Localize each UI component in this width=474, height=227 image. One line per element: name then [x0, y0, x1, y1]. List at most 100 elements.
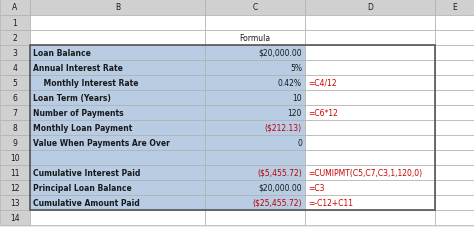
- Bar: [305, 121, 435, 135]
- Bar: [305, 165, 435, 180]
- Bar: [305, 31, 435, 46]
- Bar: [0, 210, 30, 225]
- Bar: [205, 91, 305, 106]
- Text: =C3: =C3: [308, 183, 325, 192]
- Text: B: B: [115, 3, 120, 12]
- Text: ($212.13): ($212.13): [265, 123, 302, 132]
- Bar: [205, 210, 305, 225]
- Text: $20,000.00: $20,000.00: [258, 49, 302, 58]
- Bar: [305, 0, 435, 16]
- Bar: [305, 61, 435, 76]
- Bar: [305, 46, 435, 61]
- Bar: [30, 31, 205, 46]
- Bar: [0, 91, 30, 106]
- Bar: [30, 150, 205, 165]
- Bar: [205, 61, 305, 76]
- Text: $20,000.00: $20,000.00: [258, 183, 302, 192]
- Text: 10: 10: [10, 153, 20, 162]
- Text: ($25,455.72): ($25,455.72): [253, 198, 302, 207]
- Bar: [30, 46, 435, 210]
- Bar: [435, 91, 474, 106]
- Bar: [435, 165, 474, 180]
- Bar: [205, 150, 305, 165]
- Bar: [435, 135, 474, 150]
- Bar: [205, 46, 305, 61]
- Bar: [30, 195, 205, 210]
- Text: 8: 8: [13, 123, 18, 132]
- Bar: [30, 180, 205, 195]
- Bar: [0, 76, 30, 91]
- Bar: [0, 195, 30, 210]
- Bar: [205, 195, 305, 210]
- Text: 0.42%: 0.42%: [278, 79, 302, 88]
- Text: 9: 9: [13, 138, 18, 147]
- Bar: [435, 150, 474, 165]
- Text: Formula: Formula: [239, 34, 271, 43]
- Bar: [30, 61, 205, 76]
- Text: 4: 4: [13, 64, 18, 73]
- Text: =-C12+C11: =-C12+C11: [308, 198, 353, 207]
- Bar: [205, 180, 305, 195]
- Bar: [30, 46, 205, 61]
- Bar: [205, 31, 305, 46]
- Bar: [435, 180, 474, 195]
- Bar: [0, 0, 30, 16]
- Bar: [305, 180, 435, 195]
- Bar: [435, 106, 474, 121]
- Bar: [0, 106, 30, 121]
- Bar: [305, 195, 435, 210]
- Text: E: E: [452, 3, 457, 12]
- Bar: [435, 210, 474, 225]
- Text: Monthly Loan Payment: Monthly Loan Payment: [33, 123, 132, 132]
- Bar: [0, 61, 30, 76]
- Bar: [0, 31, 30, 46]
- Bar: [435, 76, 474, 91]
- Text: 1: 1: [13, 19, 18, 28]
- Bar: [0, 46, 30, 61]
- Text: 6: 6: [13, 94, 18, 103]
- Bar: [30, 16, 205, 31]
- Text: 11: 11: [10, 168, 20, 177]
- Text: 120: 120: [288, 109, 302, 118]
- Text: Value When Payments Are Over: Value When Payments Are Over: [33, 138, 170, 147]
- Text: 14: 14: [10, 213, 20, 222]
- Text: =CUMIPMT(C5,C7,C3,1,120,0): =CUMIPMT(C5,C7,C3,1,120,0): [308, 168, 422, 177]
- Text: =C6*12: =C6*12: [308, 109, 338, 118]
- Text: 5%: 5%: [290, 64, 302, 73]
- Bar: [205, 76, 305, 91]
- Text: 3: 3: [13, 49, 18, 58]
- Bar: [0, 165, 30, 180]
- Text: 5: 5: [13, 79, 18, 88]
- Bar: [205, 0, 305, 16]
- Text: 2: 2: [13, 34, 18, 43]
- Text: 0: 0: [297, 138, 302, 147]
- Bar: [435, 46, 474, 61]
- Bar: [305, 106, 435, 121]
- Bar: [30, 165, 205, 180]
- Bar: [435, 0, 474, 16]
- Bar: [435, 121, 474, 135]
- Text: =C4/12: =C4/12: [308, 79, 337, 88]
- Bar: [30, 91, 205, 106]
- Text: Cumulative Interest Paid: Cumulative Interest Paid: [33, 168, 140, 177]
- Text: Cumulative Amount Paid: Cumulative Amount Paid: [33, 198, 140, 207]
- Bar: [205, 165, 305, 180]
- Bar: [0, 180, 30, 195]
- Text: D: D: [367, 3, 373, 12]
- Bar: [305, 150, 435, 165]
- Bar: [30, 135, 205, 150]
- Bar: [30, 121, 205, 135]
- Bar: [205, 135, 305, 150]
- Text: Number of Payments: Number of Payments: [33, 109, 124, 118]
- Bar: [30, 0, 205, 16]
- Text: C: C: [252, 3, 258, 12]
- Text: ($5,455.72): ($5,455.72): [257, 168, 302, 177]
- Bar: [435, 195, 474, 210]
- Bar: [305, 91, 435, 106]
- Text: 13: 13: [10, 198, 20, 207]
- Bar: [30, 76, 205, 91]
- Bar: [435, 61, 474, 76]
- Text: Loan Balance: Loan Balance: [33, 49, 91, 58]
- Bar: [0, 135, 30, 150]
- Text: A: A: [12, 3, 18, 12]
